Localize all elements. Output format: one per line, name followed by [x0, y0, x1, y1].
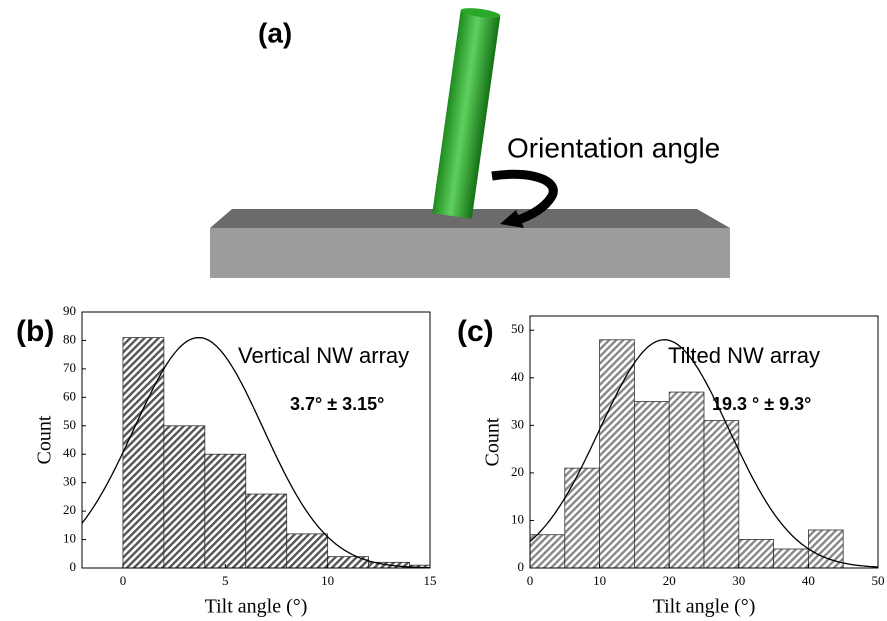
panel-label: (c) [457, 315, 494, 348]
y-tick-label: 50 [63, 417, 76, 432]
fit-curve [530, 339, 878, 568]
y-tick-label: 0 [518, 559, 525, 574]
bar [773, 548, 809, 568]
substrate-front [210, 228, 730, 278]
diagram: (a) Orientation angle [210, 8, 730, 278]
y-tick-label: 70 [63, 360, 76, 375]
y-tick-label: 40 [511, 369, 524, 384]
x-tick-label: 10 [321, 573, 334, 588]
bar [668, 391, 705, 568]
plot [530, 339, 878, 568]
bar [599, 339, 635, 568]
y-axis-label: Count [482, 417, 504, 466]
x-tick-label: 0 [527, 573, 534, 588]
x-tick-label: 10 [593, 573, 606, 588]
y-tick-label: 30 [63, 474, 76, 489]
bar [122, 337, 165, 568]
x-tick-label: 40 [802, 573, 815, 588]
annotation: 3.7° ± 3.15° [290, 394, 384, 414]
arrow-head [500, 210, 524, 228]
plot-frame [529, 315, 879, 569]
panel-label: (a) [258, 17, 292, 48]
annotation: 19.3 ° ± 9.3° [712, 394, 811, 414]
rotation-arrow [491, 169, 558, 227]
x-tick-label: 50 [872, 573, 885, 588]
y-tick-label: 30 [511, 416, 524, 431]
x-tick-label: 0 [120, 573, 127, 588]
chart: 0 10 20 30 40 50 60 70 80 90 0 5 10 15 Count Tilt angle… [16, 303, 437, 618]
y-tick-label: 50 [511, 321, 524, 336]
nanowire [432, 8, 501, 219]
bar [286, 533, 329, 568]
bar [634, 401, 670, 568]
bar [703, 420, 740, 568]
x-axis-label: Tilt angle (°) [653, 596, 756, 618]
y-tick-label: 90 [63, 303, 76, 318]
bar [204, 453, 247, 568]
y-tick-label: 20 [63, 502, 76, 517]
y-tick-label: 0 [70, 559, 77, 574]
fit-curve [82, 336, 430, 568]
bar [738, 539, 774, 568]
bar [163, 425, 206, 568]
chart-title: Vertical NW array [238, 343, 409, 368]
bar [245, 493, 288, 568]
plot-frame [81, 311, 431, 569]
x-tick-label: 30 [732, 573, 745, 588]
y-tick-label: 10 [63, 531, 76, 546]
bar [530, 534, 566, 568]
x-axis-label: Tilt angle (°) [205, 596, 308, 618]
x-tick-label: 15 [424, 573, 437, 588]
y-tick-label: 10 [511, 511, 524, 526]
x-tick-label: 20 [663, 573, 676, 588]
chart-title: Tilted NW array [668, 343, 820, 368]
annotation: Orientation angle [507, 132, 720, 163]
y-tick-label: 40 [63, 445, 76, 460]
y-axis-label: Count [34, 415, 56, 464]
panel-label: (b) [16, 315, 54, 348]
plot [82, 336, 430, 568]
x-tick-label: 5 [222, 573, 229, 588]
y-tick-label: 20 [511, 464, 524, 479]
y-tick-label: 80 [63, 331, 76, 346]
chart: 0 10 20 30 40 50 0 10 20 30 40 50 Count Tilt angle (°… [457, 315, 885, 618]
y-tick-label: 60 [63, 388, 76, 403]
bar [564, 467, 600, 568]
